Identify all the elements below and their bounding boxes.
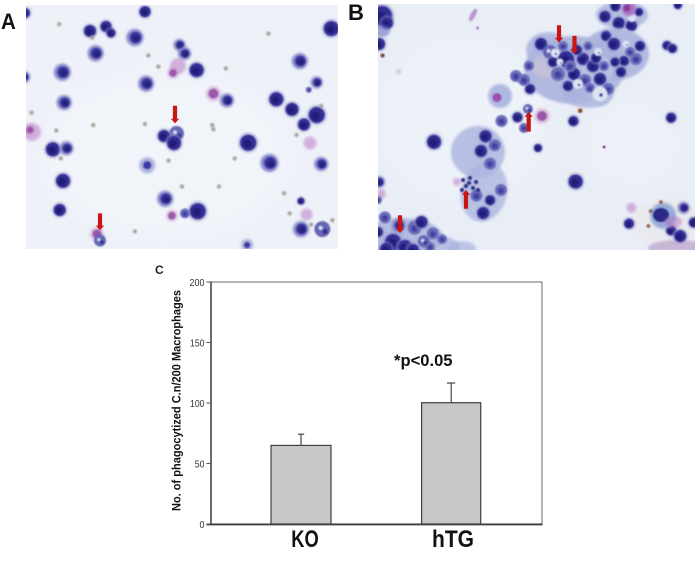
svg-text:hTG: hTG [432,526,474,553]
svg-text:100: 100 [190,398,205,410]
svg-text:No. of phagocytized C.n/200 M: No. of phagocytized C.n/200 Macrophages [170,290,184,511]
svg-text:*p<0.05: *p<0.05 [394,351,453,370]
svg-text:50: 50 [195,459,205,471]
svg-text:200: 200 [190,277,205,289]
svg-text:150: 150 [190,338,205,350]
svg-text:KO: KO [291,526,319,553]
svg-text:0: 0 [200,519,205,531]
